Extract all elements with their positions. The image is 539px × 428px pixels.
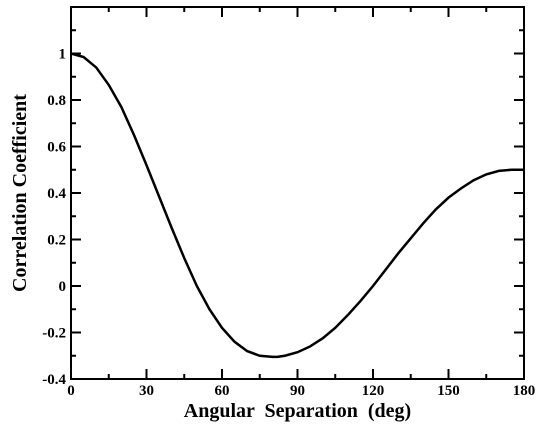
x-tick-label: 150 bbox=[437, 383, 460, 399]
y-tick-label: 1 bbox=[59, 47, 67, 63]
ticks-layer: 0 30 60 90 120 150 180 -0.4 -0.2 0 0.2 0.4 0.6 0.8 1 bbox=[42, 6, 536, 399]
x-tick-label: 0 bbox=[67, 383, 75, 399]
y-tick-label: 0.2 bbox=[47, 233, 66, 249]
x-tick-label: 90 bbox=[290, 383, 305, 399]
x-tick-label: 180 bbox=[513, 383, 536, 399]
y-tick-label: -0.2 bbox=[42, 326, 66, 342]
y-tick-label: 0.8 bbox=[47, 93, 66, 109]
x-tick-label: 120 bbox=[362, 383, 385, 399]
correlation-curve bbox=[70, 52, 524, 359]
y-tick-label: 0 bbox=[59, 279, 67, 295]
y-axis-label: Correlation Coefficient bbox=[9, 94, 31, 292]
x-tick-label: 30 bbox=[139, 383, 154, 399]
y-tick-label: 0.4 bbox=[47, 186, 66, 202]
plot-frame bbox=[70, 6, 525, 380]
x-axis-label: Angular Separation (deg) bbox=[184, 400, 411, 422]
y-tick-label: -0.4 bbox=[42, 372, 66, 388]
y-tick-label: 0.6 bbox=[47, 140, 66, 156]
x-tick-label: 60 bbox=[215, 383, 230, 399]
